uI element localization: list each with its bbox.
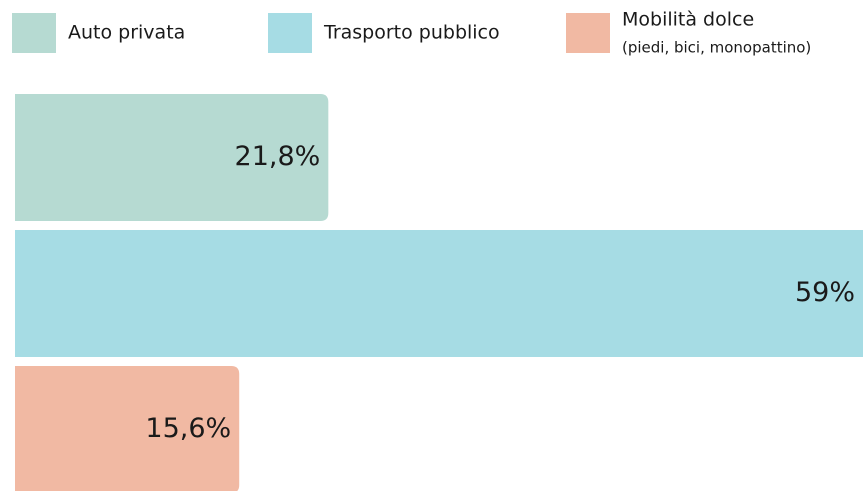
- legend-swatch: [566, 13, 610, 53]
- legend-swatch: [12, 13, 56, 53]
- value-label: 15,6%: [145, 413, 231, 444]
- value-label: 21,8%: [235, 141, 321, 172]
- bar: [15, 230, 863, 357]
- bar: [15, 94, 329, 221]
- legend-label: Trasporto pubblico: [323, 22, 500, 44]
- legend-label: Mobilità dolce: [622, 9, 754, 31]
- value-label: 59%: [795, 277, 855, 308]
- legend-note: (piedi, bici, monopattino): [622, 39, 811, 57]
- bar: [15, 366, 240, 491]
- legend-label: Auto privata: [68, 22, 185, 44]
- legend-swatch: [268, 13, 312, 53]
